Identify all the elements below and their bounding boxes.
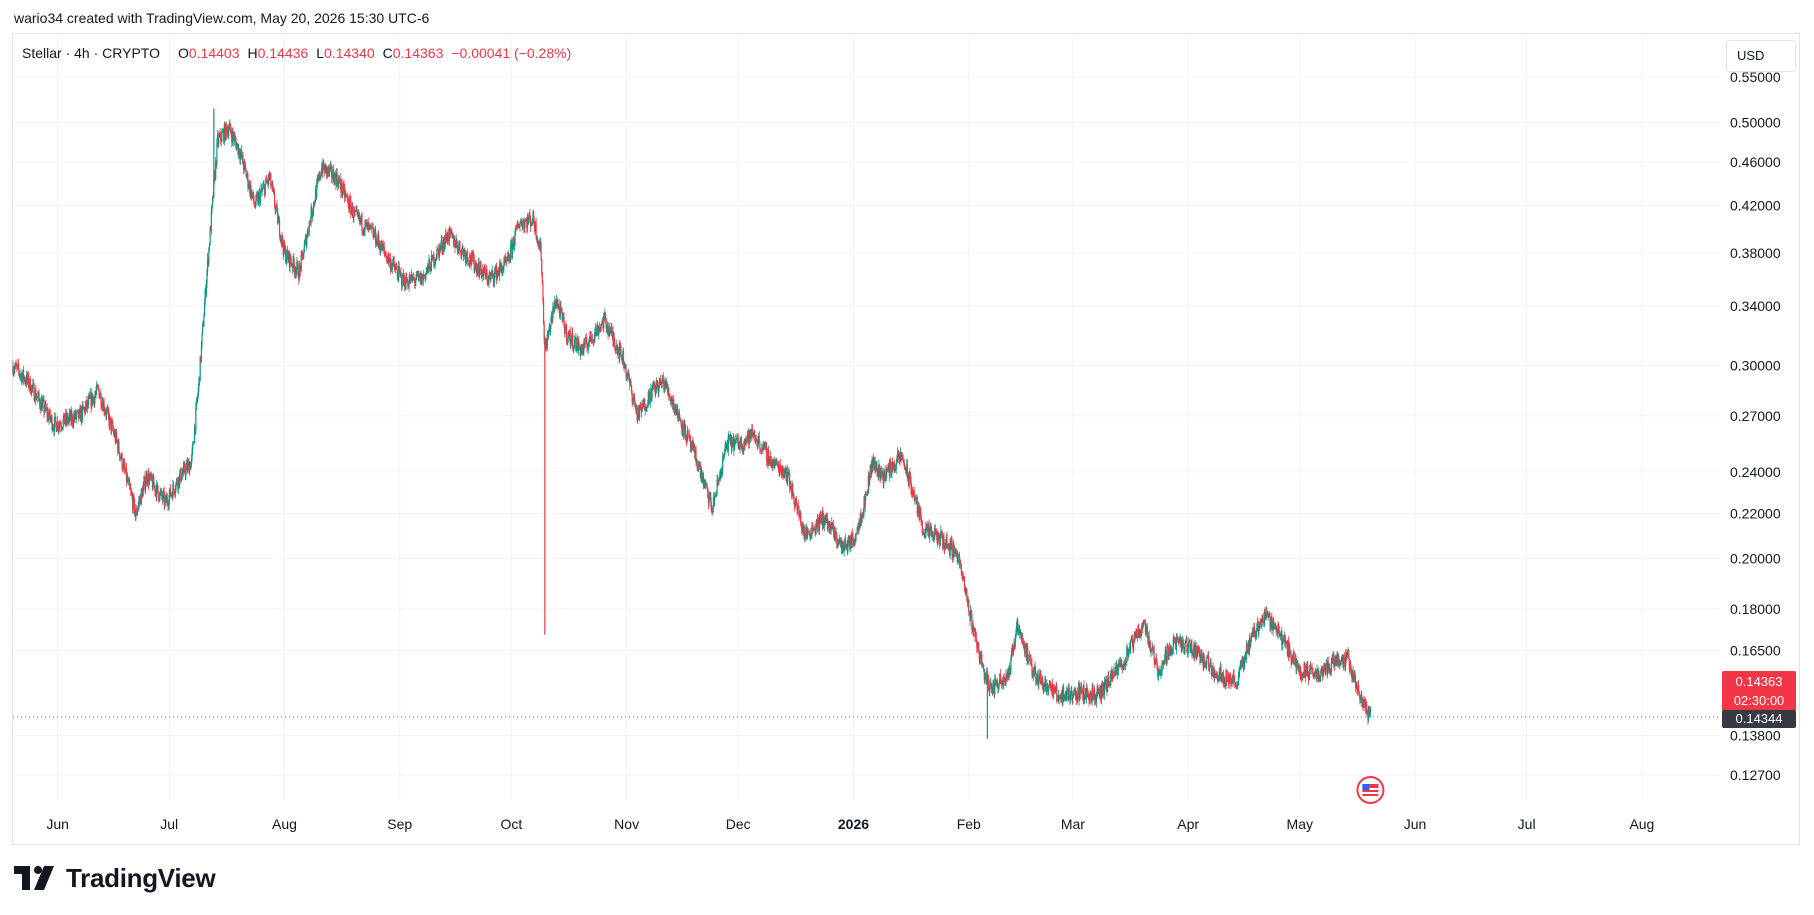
open-value: 0.14403 [188, 45, 240, 61]
y-tick-label: 0.24000 [1730, 464, 1781, 480]
y-tick-label: 0.27000 [1730, 408, 1781, 424]
x-tick-label: Feb [957, 816, 981, 832]
y-tick-label: 0.18000 [1730, 601, 1781, 617]
y-tick-label: 0.55000 [1730, 69, 1781, 85]
high-label: H [247, 45, 258, 61]
candles-layer [12, 119, 1372, 725]
x-tick-label: Jun [1404, 816, 1427, 832]
x-tick-label: Sep [387, 816, 412, 832]
tradingview-logo[interactable]: TradingView [14, 861, 216, 895]
y-tick-label: 0.30000 [1730, 358, 1781, 374]
high-value: 0.14436 [257, 45, 309, 61]
x-tick-label: Jul [160, 816, 178, 832]
x-tick-label: 2026 [838, 816, 869, 832]
y-tick-label: 0.20000 [1730, 551, 1781, 567]
y-tick-label: 0.12700 [1730, 767, 1781, 783]
low-label: L [316, 45, 325, 61]
y-tick-label: 0.22000 [1730, 505, 1781, 521]
x-tick-label: May [1287, 816, 1313, 832]
chart-frame[interactable] [12, 33, 1800, 845]
x-tick-label: Aug [1629, 816, 1654, 832]
flag-stripe-white [1362, 792, 1379, 794]
x-tick-label: Oct [500, 816, 522, 832]
y-tick-label: 0.42000 [1730, 197, 1781, 213]
chart-caption: wario34 created with TradingView.com, Ma… [14, 10, 430, 26]
y-tick-label: 0.46000 [1730, 154, 1781, 170]
brand-wordmark: TradingView [66, 862, 216, 893]
x-tick-label: Apr [1177, 816, 1199, 832]
close-value: 0.14363 [392, 45, 444, 61]
close-label: C [382, 45, 393, 61]
x-tick-label: Dec [726, 816, 751, 832]
y-tick-label: 0.13800 [1730, 727, 1781, 743]
tradingview-logo-icon [14, 866, 54, 890]
open-label: O [177, 45, 189, 61]
last-price-tag: 0.14363 02:30:00 [1722, 671, 1796, 711]
low-value: 0.14340 [324, 45, 375, 61]
last-price-value: 0.14363 [1735, 674, 1783, 689]
x-tick-label: Mar [1061, 816, 1085, 832]
ohlc-legend: Stellar · 4h · CRYPTO O 0.14403 H 0.14436 … [22, 45, 571, 61]
reference-price-tag: 0.14344 [1722, 710, 1796, 728]
x-tick-label: Aug [272, 816, 297, 832]
y-tick-label: 0.34000 [1730, 298, 1781, 314]
change-value: −0.00041 (−0.28%) [451, 45, 572, 61]
bar-countdown: 02:30:00 [1733, 693, 1785, 708]
y-tick-label: 0.38000 [1730, 245, 1781, 261]
flag-stripe-white [1362, 788, 1379, 790]
x-tick-label: Jul [1518, 816, 1536, 832]
flag-canton [1362, 784, 1370, 790]
y-tick-label: 0.50000 [1730, 114, 1781, 130]
y-tick-label: 0.16500 [1730, 642, 1781, 658]
x-tick-label: Nov [614, 816, 639, 832]
symbol-title[interactable]: Stellar · 4h · CRYPTO [22, 45, 160, 61]
currency-button[interactable]: USD [1726, 40, 1796, 72]
x-tick-label: Jun [46, 816, 69, 832]
